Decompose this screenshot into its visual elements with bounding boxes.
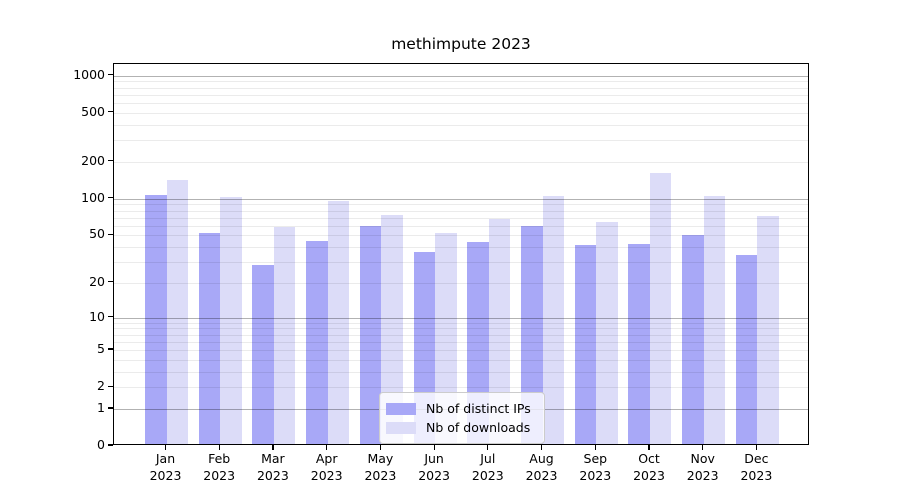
legend-swatch-downloads	[386, 421, 416, 434]
y-tick-label-0: 0	[97, 437, 105, 452]
x-tick-aug	[540, 445, 543, 450]
y-tick-label-20: 20	[89, 273, 105, 289]
bar-downloads-apr	[327, 201, 350, 444]
x-tick-feb	[218, 445, 220, 450]
bar-downloads-may	[381, 214, 403, 444]
legend-swatch-distinct-ips	[386, 402, 416, 415]
y-tick-10	[108, 315, 113, 318]
bar-downloads-nov	[703, 196, 726, 444]
y-tick-label-1: 1	[97, 399, 105, 415]
y-tick-1000	[108, 74, 113, 76]
bar-distinct-ips-jan	[145, 194, 167, 444]
legend-label-downloads: Nb of downloads	[426, 420, 531, 435]
bar-distinct-ips-apr	[306, 241, 328, 444]
legend-label-distinct-ips: Nb of distinct IPs	[426, 401, 531, 416]
y-tick-label-2: 2	[97, 378, 105, 394]
bar-downloads-sep	[596, 222, 618, 444]
x-tick-jun	[433, 445, 435, 450]
y-tick-label-100: 100	[81, 189, 105, 205]
x-tick-oct	[648, 445, 650, 450]
bars-layer	[114, 64, 808, 444]
x-tick-label-aug: Aug 2023	[525, 451, 558, 483]
x-tick-dec	[755, 445, 758, 450]
x-tick-label-jan: Jan 2023	[149, 451, 182, 483]
y-tick-label-1000: 1000	[73, 66, 105, 82]
legend: Nb of distinct IPs Nb of downloads	[379, 392, 545, 444]
y-tick-20	[108, 281, 113, 283]
bar-distinct-ips-may	[359, 226, 382, 444]
bar-distinct-ips-feb	[198, 233, 221, 444]
x-tick-label-dec: Dec 2023	[740, 451, 773, 483]
x-tick-apr	[326, 445, 328, 450]
bar-distinct-ips-dec	[735, 255, 758, 444]
x-tick-label-oct: Oct 2023	[633, 451, 665, 483]
bar-distinct-ips-nov	[682, 235, 704, 444]
bar-downloads-jan	[166, 179, 188, 444]
x-tick-jul	[487, 445, 489, 450]
x-tick-label-feb: Feb 2023	[203, 451, 236, 483]
x-tick-may	[379, 445, 382, 450]
y-tick-100	[108, 197, 113, 199]
plot-area: Nb of distinct IPs Nb of downloads	[113, 63, 809, 445]
x-tick-label-nov: Nov 2023	[686, 451, 719, 483]
legend-item-downloads: Nb of downloads	[386, 418, 536, 437]
x-tick-mar	[272, 445, 274, 450]
x-tick-jan	[164, 445, 167, 450]
y-tick-label-200: 200	[81, 152, 105, 168]
x-tick-nov	[702, 445, 704, 450]
bar-downloads-dec	[757, 215, 779, 444]
x-tick-label-mar: Mar 2023	[256, 451, 289, 483]
bar-distinct-ips-oct	[628, 243, 650, 444]
y-tick-label-5: 5	[97, 341, 105, 356]
y-tick-50	[108, 233, 113, 235]
bar-downloads-aug	[542, 196, 565, 444]
y-tick-label-10: 10	[89, 308, 105, 324]
y-tick-200	[108, 160, 113, 162]
y-tick-500	[108, 111, 113, 113]
y-tick-1	[108, 407, 113, 409]
y-tick-label-50: 50	[89, 226, 105, 242]
y-tick-5	[108, 348, 113, 350]
y-tick-2	[108, 385, 113, 387]
bar-downloads-feb	[220, 196, 242, 444]
bar-downloads-mar	[273, 227, 296, 444]
x-tick-label-apr: Apr 2023	[310, 451, 343, 483]
x-tick-label-may: May 2023	[364, 451, 397, 483]
bar-downloads-oct	[649, 173, 672, 444]
bar-downloads-jun	[435, 233, 457, 444]
x-tick-label-jun: Jun 2023	[418, 451, 450, 483]
x-tick-sep	[594, 445, 596, 450]
bar-distinct-ips-mar	[252, 265, 274, 444]
bar-downloads-jul	[488, 218, 511, 444]
x-tick-label-jul: Jul 2023	[471, 451, 504, 483]
bar-distinct-ips-aug	[521, 225, 543, 444]
legend-item-distinct-ips: Nb of distinct IPs	[386, 399, 536, 418]
bar-distinct-ips-sep	[574, 245, 597, 444]
chart-title: methimpute 2023	[391, 35, 531, 53]
x-tick-label-sep: Sep 2023	[579, 451, 612, 483]
y-tick-label-500: 500	[81, 103, 105, 119]
y-tick-0	[108, 444, 113, 446]
